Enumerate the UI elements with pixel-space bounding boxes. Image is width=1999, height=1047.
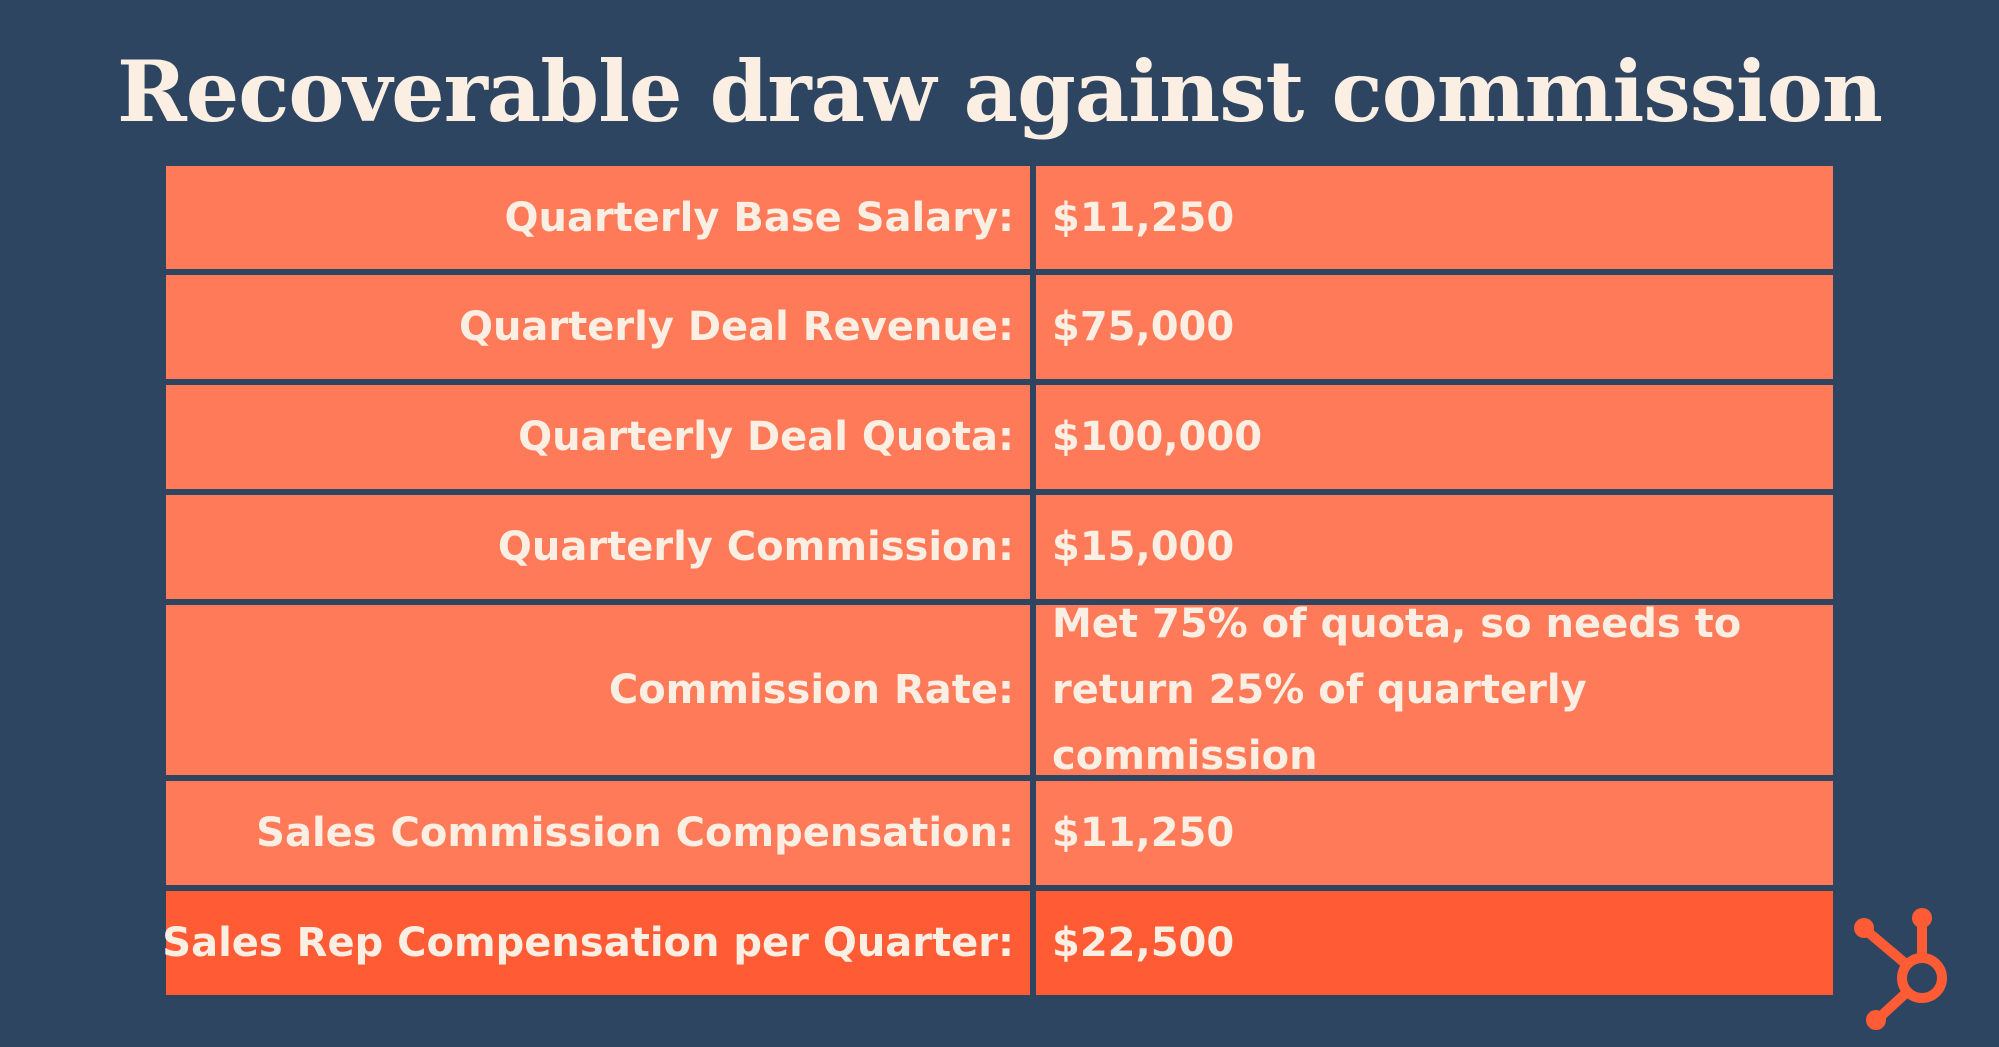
hubspot-sprocket-icon [1850,902,1960,1032]
row-label: Sales Rep Compensation per Quarter: [162,891,1030,995]
row-label: Quarterly Commission: [166,495,1030,599]
row-value: $100,000 [1036,385,1833,489]
row-label: Quarterly Deal Quota: [166,385,1030,489]
row-value: $15,000 [1036,495,1833,599]
table-row: Quarterly Deal Revenue: $75,000 [166,275,1833,379]
row-label: Quarterly Base Salary: [166,166,1030,269]
row-label: Sales Commission Compensation: [166,781,1030,885]
row-value: Met 75% of quota, so needs to return 25%… [1036,601,1833,779]
compensation-table: Quarterly Base Salary: $11,250 Quarterly… [162,166,1833,1001]
table-row-total: Sales Rep Compensation per Quarter: $22,… [162,891,1833,995]
table-row: Quarterly Deal Quota: $100,000 [166,385,1833,489]
row-label: Commission Rate: [166,605,1030,775]
table-row: Quarterly Commission: $15,000 [166,495,1833,599]
table-row: Sales Commission Compensation: $11,250 [166,781,1833,885]
row-label: Quarterly Deal Revenue: [166,275,1030,379]
table-row: Quarterly Base Salary: $11,250 [166,166,1833,269]
row-value: $75,000 [1036,275,1833,379]
row-value: $11,250 [1036,166,1833,269]
row-value: $22,500 [1036,891,1833,995]
row-value: $11,250 [1036,781,1833,885]
page-title: Recoverable draw against commission [116,42,1883,141]
table-row: Commission Rate: Met 75% of quota, so ne… [166,601,1833,779]
